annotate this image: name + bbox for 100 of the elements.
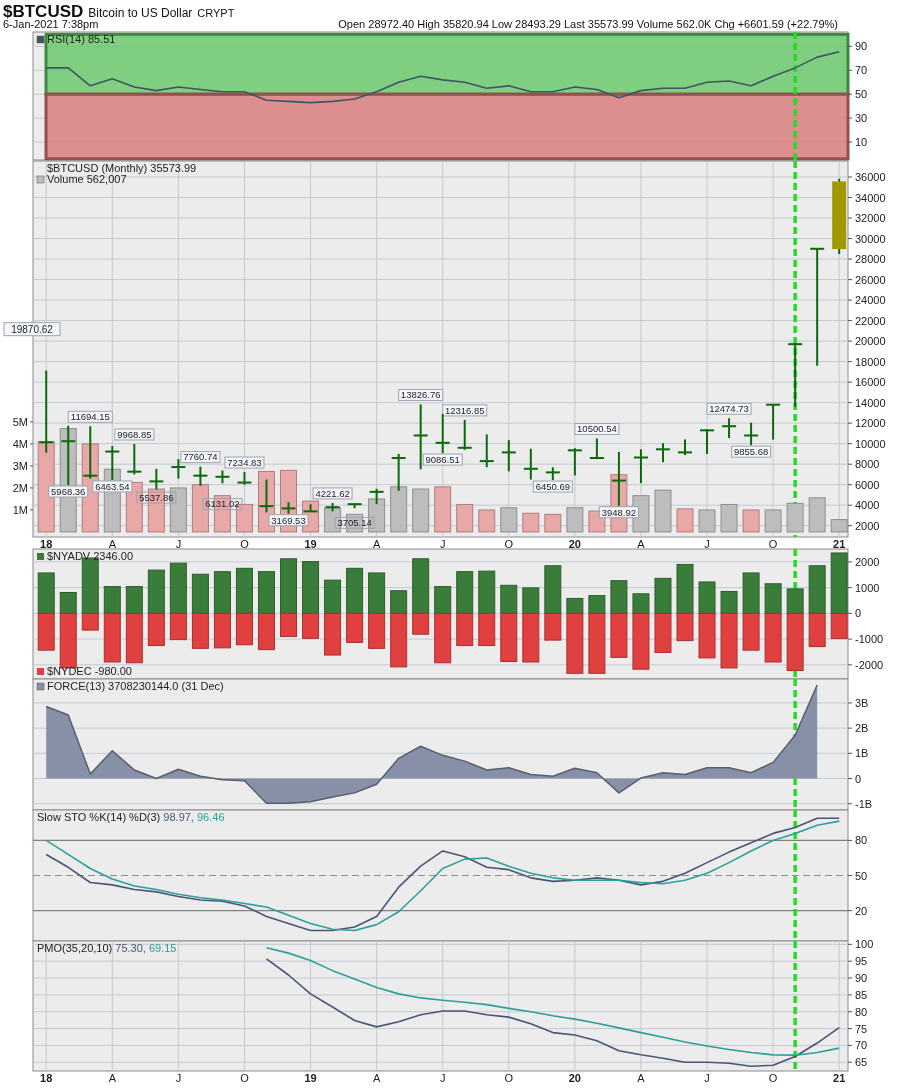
annotation: 6450.69 (535, 480, 571, 492)
y-tick-label: -1000 (855, 633, 884, 646)
annotation: 10500.54 (577, 423, 617, 435)
y-tick-label: 6000 (855, 478, 880, 491)
y-tick-label: 0 (855, 607, 862, 620)
annotation: 7234.83 (227, 456, 262, 468)
x-tick-label: A (637, 1072, 646, 1084)
annotation: 9086.51 (425, 453, 460, 465)
y-tick-label: 70 (855, 1039, 868, 1052)
y-tick-label: 85 (855, 988, 868, 1001)
annotation: 3948.92 (601, 506, 637, 518)
x-tick-label: 18 (40, 1072, 53, 1084)
y2-tick-label: 1M (12, 503, 28, 516)
y-tick-label: 12000 (855, 417, 886, 430)
x-tick-label: 19 (304, 538, 317, 550)
x-tick-label: J (704, 1072, 710, 1084)
y-tick-label: 24000 (855, 294, 886, 307)
y-tick-label: 95 (855, 955, 868, 968)
x-tick-label: J (175, 1072, 182, 1084)
text: 75.30, (112, 942, 146, 954)
x-tick-label: J (175, 538, 182, 550)
x-tick-label: 21 (833, 538, 846, 550)
y-tick-label: 90 (855, 40, 868, 53)
text: CRYPT (197, 7, 235, 19)
legend-title: PMO(35,20,10) (37, 942, 113, 954)
x-tick-label: 18 (40, 538, 53, 550)
legend-title: $BTCUSD (Monthly) 35573.99 (47, 162, 197, 174)
y2-tick-label: 2M (12, 481, 28, 494)
annotation: 5537.86 (139, 491, 174, 503)
annotation: 7760.74 (183, 451, 218, 463)
annotation: 3705.14 (337, 517, 372, 529)
chart-title: $BTCUSD (3, 2, 84, 21)
annotation: 6463.54 (95, 480, 130, 492)
y-tick-label: 28000 (855, 253, 886, 266)
y-tick-label: 16000 (855, 376, 886, 389)
x-tick-label: 20 (568, 538, 581, 550)
y-tick-label: 20 (855, 904, 868, 917)
y-tick-label: 26000 (855, 273, 886, 286)
x-tick-label: J (439, 538, 446, 550)
y-tick-label: 1000 (855, 581, 880, 594)
chart-subtitle: Bitcoin to US Dollar (88, 6, 193, 20)
annotation: 3169.53 (271, 514, 306, 526)
annotation: 13826.76 (400, 389, 441, 401)
y-tick-label: 75 (855, 1022, 868, 1035)
y-tick-label: 100 (855, 938, 874, 951)
y-tick-label: 70 (855, 64, 868, 77)
y-tick-label: 18000 (855, 355, 886, 368)
y-tick-label: 80 (855, 834, 868, 847)
legend-label: RSI(14) 85.51 (47, 33, 116, 45)
y-tick-label: 3B (855, 696, 869, 709)
y-tick-label: 36000 (855, 171, 886, 183)
x-tick-label: O (768, 1072, 778, 1084)
y-tick-label: 32000 (855, 212, 886, 225)
x-tick-label: 21 (833, 1072, 846, 1084)
x-tick-label: A (108, 1072, 117, 1084)
y-tick-label: 50 (855, 88, 868, 101)
x-tick-label: A (108, 538, 117, 550)
x-tick-label: 19 (304, 1072, 317, 1084)
text: 6-Jan-2021 7:38pm (3, 18, 99, 30)
x-tick-label: O (768, 538, 778, 550)
annotation: 11694.15 (70, 411, 110, 423)
y-tick-label: 2000 (855, 519, 880, 532)
y-tick-label: 10000 (855, 437, 886, 450)
y-tick-label: -1B (855, 797, 873, 810)
x-tick-label: A (372, 538, 381, 550)
y2-tick-label: 3M (12, 459, 28, 472)
y2-tick-label: 5M (12, 415, 28, 428)
legend-label: Volume 562,007 (47, 173, 127, 185)
y-tick-label: 22000 (855, 314, 886, 327)
y-tick-label: 30 (855, 112, 868, 125)
x-tick-label: O (504, 1072, 514, 1084)
y-tick-label: 2B (855, 722, 869, 735)
text: Open 28972.40 High 35820.94 Low 28493.29 Last 35573.99 Volume 562.0K Chg +6601.59 (+22.79%) (338, 18, 838, 30)
y-tick-label: 8000 (855, 458, 880, 471)
y-tick-label: 30000 (855, 232, 886, 245)
annotation: 19870.62 (11, 323, 54, 335)
annotation: 12316.85 (444, 404, 485, 416)
legend-label: $NYDEC -980.00 (47, 665, 132, 677)
text: 96.46 (193, 811, 225, 823)
y-tick-label: 90 (855, 972, 868, 985)
y-tick-label: 10 (855, 136, 868, 149)
x-tick-label: A (372, 1072, 381, 1084)
y-tick-label: 80 (855, 1005, 868, 1018)
legend-label: $NYADV 2346.00 (47, 550, 134, 562)
annotation: 12474.73 (709, 403, 749, 415)
y-tick-label: 4000 (855, 499, 880, 512)
x-tick-label: J (704, 538, 710, 550)
x-tick-label: O (240, 1072, 250, 1084)
annotation: 9855.68 (733, 445, 769, 457)
legend-title: Slow STO %K(14) %D(3) (37, 811, 161, 823)
x-tick-label: J (439, 1072, 446, 1084)
y-tick-label: 50 (855, 869, 868, 882)
y-tick-label: 20000 (855, 335, 886, 348)
y-tick-label: 0 (855, 772, 862, 785)
y-tick-label: -2000 (855, 658, 884, 671)
legend-label: FORCE(13) 3708230144.0 (31 Dec) (47, 680, 224, 692)
annotation: 9968.85 (117, 428, 152, 440)
x-tick-label: O (504, 538, 514, 550)
text: 69.15 (145, 942, 177, 954)
text: 98.97, (160, 811, 194, 823)
